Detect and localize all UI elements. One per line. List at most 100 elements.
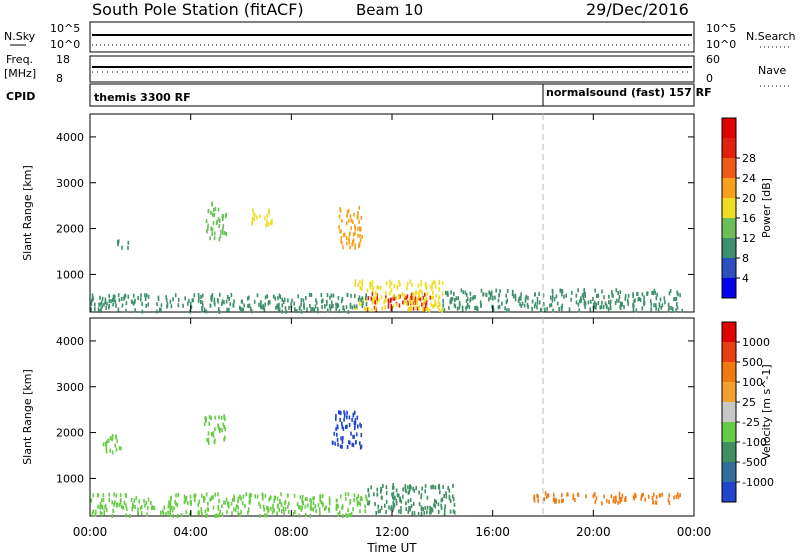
range-cell [592,297,594,301]
range-cell [251,216,254,221]
range-cell [292,512,295,516]
range-cell [133,498,136,503]
range-cell [667,308,670,313]
range-cell [145,500,147,505]
range-cell [575,293,578,298]
range-cell [378,298,380,303]
range-cell [410,305,412,309]
range-cell [566,492,568,497]
range-cell [232,303,234,308]
power-panel: 1000 2000 3000 4000 Slant Range [km] [21,113,695,315]
range-cell [207,209,210,214]
range-cell [92,493,95,498]
range-cell [601,289,603,294]
range-cell [354,231,356,236]
range-cell [475,306,477,311]
range-cell [380,295,383,300]
range-cell [365,494,367,499]
velocity-colorbar: 1000 500 100 25 -25 -100 -500 -1000 Velocity [m … [721,321,774,503]
range-cell [406,282,409,286]
range-cell [361,497,363,501]
range-cell [90,301,93,306]
range-cell [354,294,356,298]
range-cell [268,208,270,213]
range-cell [243,303,245,308]
range-cell [440,503,442,508]
range-cell [610,494,613,499]
range-cell [222,227,224,231]
range-cell [585,494,587,499]
range-cell [357,211,359,216]
range-cell [553,297,556,302]
range-cell [584,294,586,299]
range-cell [346,514,349,518]
range-cell [425,296,428,301]
range-cell [212,433,215,438]
nsky-label: N.Sky [4,30,36,43]
range-cell [198,499,200,504]
range-cell [193,293,196,298]
range-cell [409,279,411,284]
range-cell [245,492,248,497]
range-cell [438,302,440,307]
range-cell [369,282,372,287]
range-cell [166,301,169,306]
range-cell [442,303,444,308]
range-cell [643,295,645,300]
range-cell [223,500,225,505]
range-cell [102,497,105,502]
range-cell [355,304,358,309]
range-cell [357,226,359,231]
colorbar-tick-label: -1000 [742,476,774,489]
range-cell [283,510,285,515]
range-cell [546,306,548,311]
range-cell [260,302,262,307]
range-cell [655,303,657,308]
range-cell [345,424,347,429]
range-cell [587,300,590,305]
range-cell [278,302,280,307]
range-cell [447,486,449,490]
range-cell [614,301,617,305]
range-cell [335,302,337,307]
range-cell [339,410,342,415]
range-cell [115,435,117,440]
range-cell [632,293,634,298]
range-cell [437,299,440,304]
range-cell [262,304,264,309]
range-cell [113,492,115,497]
range-cell [384,305,386,310]
range-cell [111,450,114,455]
range-cell [169,299,172,304]
range-cell [321,494,324,499]
range-cell [221,428,223,433]
range-cell [413,511,416,516]
range-cell [276,496,279,501]
range-cell [277,306,280,311]
range-cell [359,280,361,285]
range-cell [424,506,427,510]
range-cell [407,499,410,504]
range-cell [275,305,277,310]
range-cell [570,297,572,302]
range-cell [553,492,555,497]
colorbar-title: Power [dB] [760,178,773,238]
range-cell [113,294,116,299]
range-cell [422,301,425,306]
range-cell [321,299,323,304]
range-cell [138,499,140,504]
range-cell [114,443,116,448]
range-cell [446,292,449,297]
range-cell [434,485,436,490]
range-cell [660,305,662,310]
range-cell [393,502,395,507]
cpid-label: CPID [6,90,35,103]
range-cell [200,508,203,513]
range-cell [157,295,160,300]
range-cell [523,303,526,308]
range-cell [219,234,222,239]
range-cell [540,307,542,312]
range-cell [268,497,270,502]
range-cell [424,303,427,308]
range-cell [424,307,426,312]
